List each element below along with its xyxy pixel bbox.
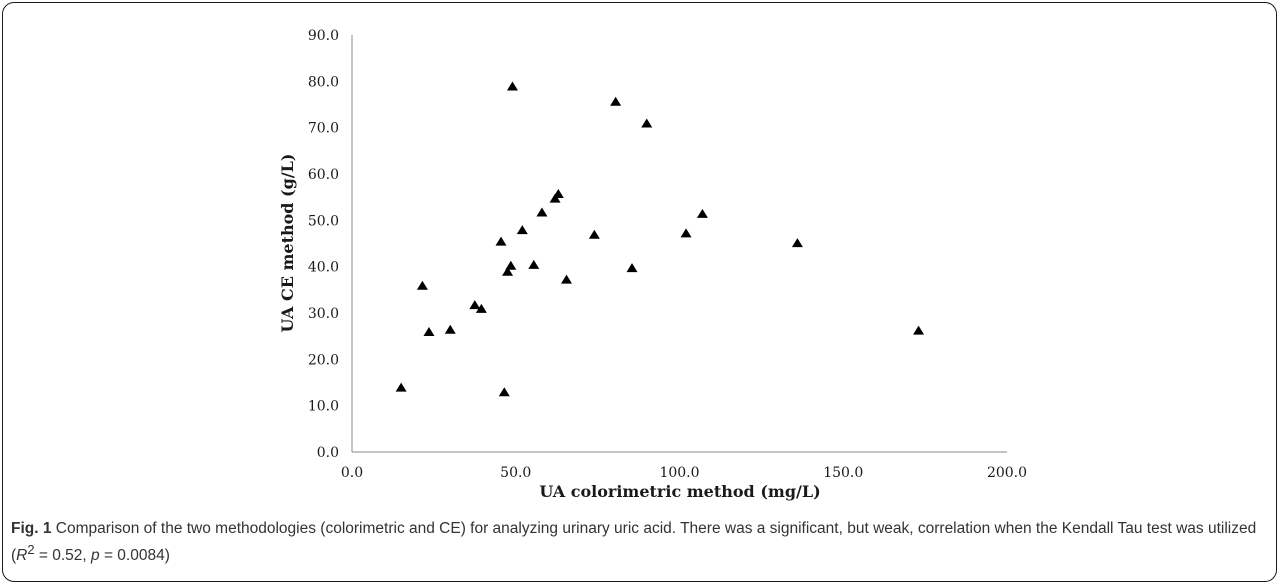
chart-axes bbox=[351, 35, 1007, 453]
x-tick-label: 100.0 bbox=[659, 465, 699, 481]
y-tick-labels: 0.0 10.0 20.0 30.0 40.0 50.0 60.0 70.0 80.0 90.0 bbox=[308, 28, 339, 461]
y-tick-label: 20.0 bbox=[308, 352, 339, 368]
data-point-triangle bbox=[395, 382, 407, 392]
data-point-triangle bbox=[495, 236, 507, 246]
x-tick-label: 200.0 bbox=[987, 465, 1027, 481]
data-point-triangle bbox=[505, 260, 517, 270]
data-point-triangle bbox=[528, 259, 540, 269]
figure-caption: Fig. 1 Comparison of the two methodologi… bbox=[11, 518, 1273, 566]
data-point-triangle bbox=[549, 193, 561, 203]
y-tick-label: 50.0 bbox=[308, 213, 339, 229]
data-point-triangle bbox=[913, 325, 925, 335]
data-point-triangle bbox=[552, 188, 564, 198]
x-tick-label: 0.0 bbox=[341, 465, 363, 481]
y-tick-label: 60.0 bbox=[308, 167, 339, 183]
data-point-triangle bbox=[641, 118, 653, 128]
data-point-triangle bbox=[469, 300, 481, 310]
y-tick-label: 40.0 bbox=[308, 260, 339, 276]
data-point-triangle bbox=[626, 263, 638, 273]
data-point-triangle bbox=[423, 327, 435, 337]
caption-p-symbol: p bbox=[91, 547, 100, 565]
data-points bbox=[395, 81, 925, 397]
y-tick-label: 10.0 bbox=[308, 399, 339, 415]
y-axis-title: UA CE method (g/L) bbox=[278, 154, 297, 333]
data-point-triangle bbox=[610, 96, 622, 106]
x-tick-labels: 0.0 50.0 100.0 150.0 200.0 bbox=[341, 465, 1027, 481]
data-point-triangle bbox=[561, 274, 573, 284]
data-point-triangle bbox=[696, 208, 708, 218]
x-tick-label: 150.0 bbox=[823, 465, 863, 481]
caption-p-value: = 0.0084) bbox=[99, 547, 170, 565]
y-tick-label: 70.0 bbox=[308, 121, 339, 137]
caption-text: Comparison of the two methodologies (col… bbox=[11, 520, 1257, 565]
data-point-triangle bbox=[791, 238, 803, 248]
data-point-triangle bbox=[588, 229, 600, 239]
caption-r2-symbol: R bbox=[16, 547, 28, 565]
y-tick-label: 90.0 bbox=[308, 28, 339, 44]
data-point-triangle bbox=[444, 324, 456, 334]
data-point-triangle bbox=[416, 280, 428, 290]
data-point-triangle bbox=[498, 387, 510, 397]
y-tick-label: 30.0 bbox=[308, 306, 339, 322]
data-point-triangle bbox=[475, 303, 487, 313]
data-point-triangle bbox=[516, 225, 528, 235]
caption-figure-label: Fig. 1 bbox=[11, 520, 52, 537]
x-axis-title: UA colorimetric method (mg/L) bbox=[539, 482, 820, 501]
scatter-chart: 0.010.020.030.040.050.060.070.080.090.0 … bbox=[278, 28, 1027, 501]
y-tick-label: 80.0 bbox=[308, 74, 339, 90]
data-point-triangle bbox=[502, 266, 514, 276]
x-tick-label: 50.0 bbox=[500, 465, 531, 481]
caption-r2-value: = 0.52, bbox=[34, 547, 92, 565]
caption-r2-sup: 2 bbox=[27, 542, 35, 557]
data-point-triangle bbox=[536, 207, 548, 217]
y-tick-label: 0.0 bbox=[317, 445, 339, 461]
data-point-triangle bbox=[506, 81, 518, 91]
data-point-triangle bbox=[680, 228, 692, 238]
